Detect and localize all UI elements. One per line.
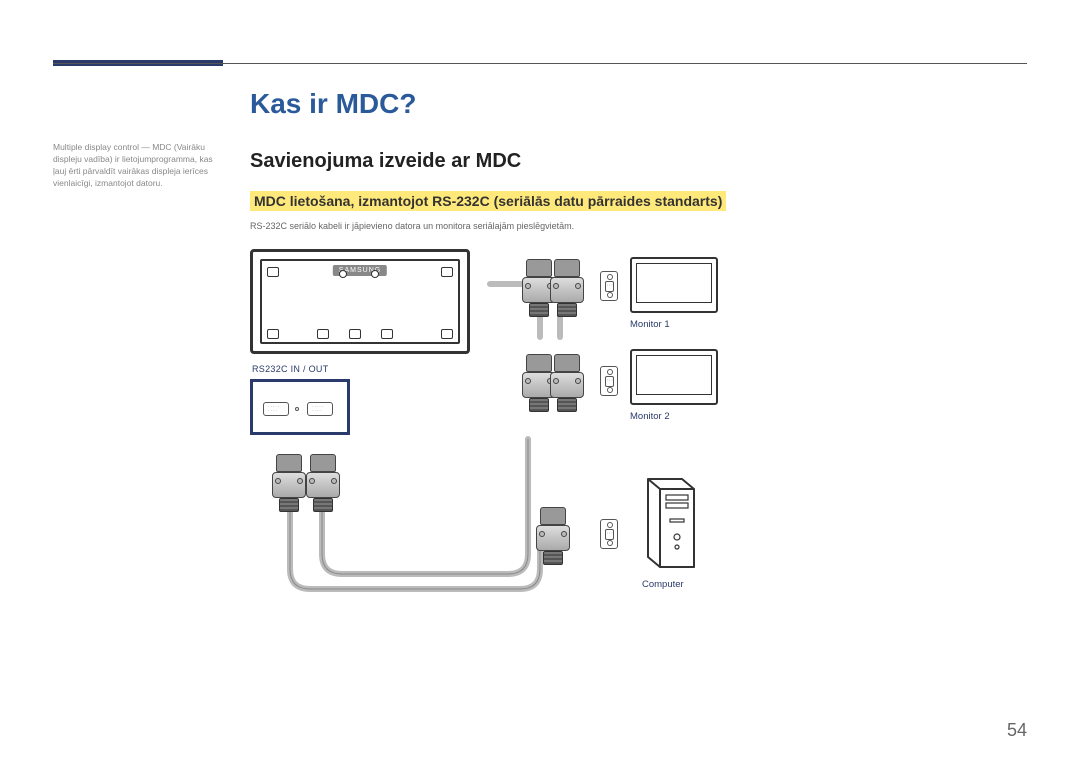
body-paragraph: RS-232C seriālo kabeli ir jāpievieno dat…	[250, 221, 1030, 231]
monitor-icon	[630, 257, 718, 313]
serial-port-icon	[600, 271, 618, 301]
serial-plug	[272, 454, 306, 512]
rs232c-box	[250, 379, 350, 435]
serial-plug	[550, 354, 584, 412]
main-content: Kas ir MDC? Savienojuma izveide ar MDC M…	[250, 88, 1030, 649]
monitor1-label: Monitor 1	[630, 319, 670, 330]
computer-tower-icon	[642, 477, 698, 572]
page-number: 54	[1007, 720, 1027, 741]
serial-plug	[550, 259, 584, 317]
computer-label: Computer	[642, 579, 684, 590]
connection-diagram: SAMSUNG RS232C IN / OUT	[250, 249, 730, 649]
monitor-icon	[630, 349, 718, 405]
serial-plug	[536, 507, 570, 565]
subsection-heading: MDC lietošana, izmantojot RS-232C (seriā…	[250, 191, 726, 211]
horizontal-rule	[53, 63, 1027, 64]
rs232c-label: RS232C IN / OUT	[252, 364, 329, 374]
serial-port-icon	[600, 366, 618, 396]
serial-plug	[306, 454, 340, 512]
page-title: Kas ir MDC?	[250, 88, 1030, 120]
section-heading: Savienojuma izveide ar MDC	[250, 150, 1030, 173]
display-back-panel: SAMSUNG	[250, 249, 470, 354]
sidebar-note: Multiple display control — MDC (Vairāku …	[53, 142, 228, 190]
monitor2-label: Monitor 2	[630, 411, 670, 422]
serial-port-icon	[600, 519, 618, 549]
